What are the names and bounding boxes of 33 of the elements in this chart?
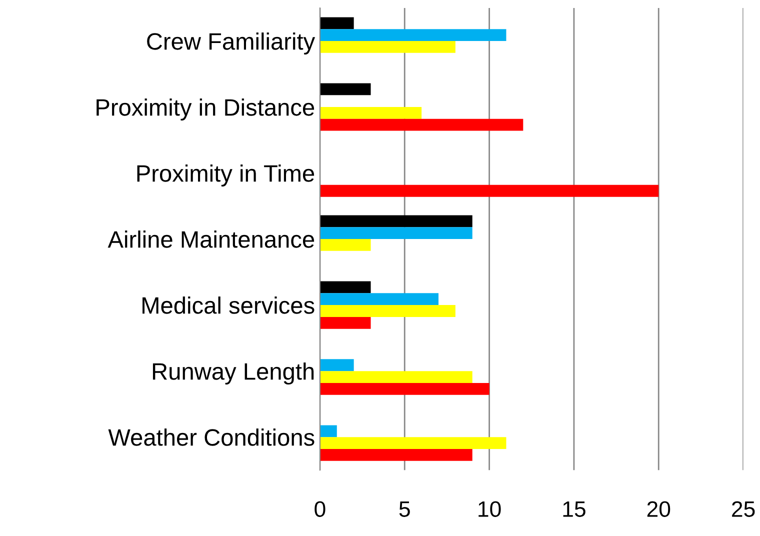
x-tick-label: 10 [478,501,501,517]
bar [320,281,371,294]
bar [320,215,472,228]
y-tick-label: Proximity in Distance [96,98,314,120]
bar [320,83,371,96]
x-tick-label: 0 [314,501,326,517]
y-tick-label: Airline Maintenance [108,230,314,248]
bar [320,425,337,438]
bar [320,359,354,372]
bar [320,41,456,53]
bar [320,305,456,317]
bar [320,17,354,30]
y-tick-label: Proximity in Time [137,164,314,187]
bar [320,227,472,240]
bar [320,293,438,306]
y-tick-label: Weather Conditions [108,428,314,446]
y-tick-label: Crew Familiarity [147,32,316,54]
bar [320,437,506,449]
bar [320,371,472,383]
x-tick-label: 5 [399,501,410,517]
bar [320,29,506,42]
x-tick-label: 15 [563,501,586,517]
bar [320,239,371,251]
y-tick-label: Medical services [142,296,314,314]
bar [320,316,371,329]
bar [320,107,422,119]
x-tick-label: 20 [647,501,670,517]
bar [320,382,490,395]
y-tick-label: Runway Length [152,362,314,385]
bar [320,448,472,461]
bar [320,184,659,197]
x-tick-label: 25 [732,501,755,517]
bar [320,118,524,131]
